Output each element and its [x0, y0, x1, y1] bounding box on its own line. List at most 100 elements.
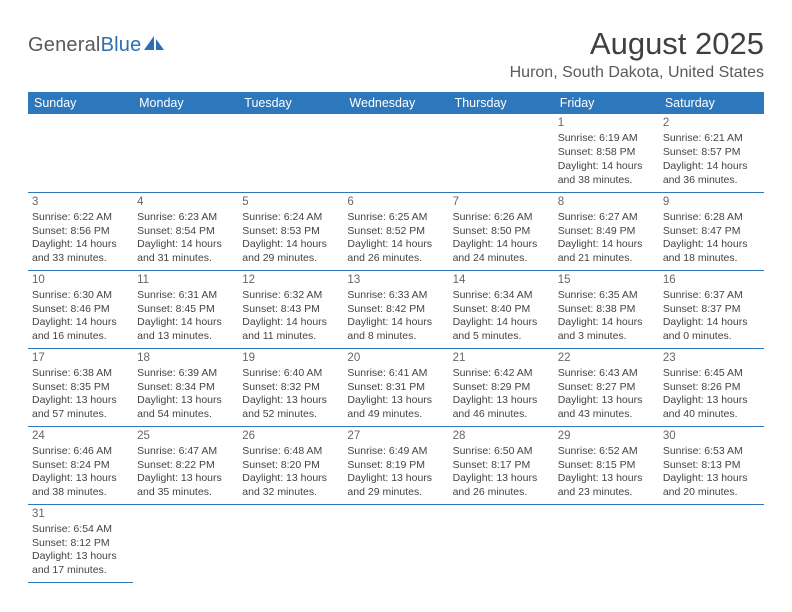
sunset-text: Sunset: 8:19 PM [347, 459, 444, 473]
brand-name-blue: Blue [101, 34, 142, 56]
calendar-day-cell: 22Sunrise: 6:43 AMSunset: 8:27 PMDayligh… [554, 348, 659, 426]
location-text: Huron, South Dakota, United States [510, 64, 764, 82]
brand-logo: GeneralBlue [28, 34, 167, 57]
daylight-text: Daylight: 14 hours and 31 minutes. [137, 238, 234, 266]
sunset-text: Sunset: 8:37 PM [663, 303, 760, 317]
sunset-text: Sunset: 8:43 PM [242, 303, 339, 317]
sunset-text: Sunset: 8:56 PM [32, 225, 129, 239]
daylight-text: Daylight: 14 hours and 5 minutes. [453, 316, 550, 344]
calendar-week-row: 3Sunrise: 6:22 AMSunset: 8:56 PMDaylight… [28, 192, 764, 270]
daylight-text: Daylight: 13 hours and 23 minutes. [558, 472, 655, 500]
day-number: 16 [663, 273, 760, 288]
sunset-text: Sunset: 8:24 PM [32, 459, 129, 473]
sunrise-text: Sunrise: 6:49 AM [347, 445, 444, 459]
calendar-day-cell: 21Sunrise: 6:42 AMSunset: 8:29 PMDayligh… [449, 348, 554, 426]
daylight-text: Daylight: 13 hours and 49 minutes. [347, 394, 444, 422]
sunrise-text: Sunrise: 6:27 AM [558, 211, 655, 225]
calendar-empty-cell [554, 504, 659, 582]
calendar-week-row: 10Sunrise: 6:30 AMSunset: 8:46 PMDayligh… [28, 270, 764, 348]
daylight-text: Daylight: 13 hours and 26 minutes. [453, 472, 550, 500]
day-number: 22 [558, 351, 655, 366]
calendar-empty-cell [449, 114, 554, 192]
sunrise-text: Sunrise: 6:23 AM [137, 211, 234, 225]
daylight-text: Daylight: 13 hours and 20 minutes. [663, 472, 760, 500]
calendar-week-row: 31Sunrise: 6:54 AMSunset: 8:12 PMDayligh… [28, 504, 764, 582]
sunrise-text: Sunrise: 6:31 AM [137, 289, 234, 303]
day-number: 11 [137, 273, 234, 288]
sunset-text: Sunset: 8:20 PM [242, 459, 339, 473]
sunset-text: Sunset: 8:42 PM [347, 303, 444, 317]
sunrise-text: Sunrise: 6:34 AM [453, 289, 550, 303]
sunrise-text: Sunrise: 6:26 AM [453, 211, 550, 225]
sunrise-text: Sunrise: 6:50 AM [453, 445, 550, 459]
day-number: 19 [242, 351, 339, 366]
brand-name-gray: General [28, 34, 101, 56]
day-number: 23 [663, 351, 760, 366]
calendar-week-row: 17Sunrise: 6:38 AMSunset: 8:35 PMDayligh… [28, 348, 764, 426]
sunset-text: Sunset: 8:57 PM [663, 146, 760, 160]
calendar-empty-cell [659, 504, 764, 582]
sunrise-text: Sunrise: 6:47 AM [137, 445, 234, 459]
sunrise-text: Sunrise: 6:28 AM [663, 211, 760, 225]
sunrise-text: Sunrise: 6:32 AM [242, 289, 339, 303]
sunrise-text: Sunrise: 6:37 AM [663, 289, 760, 303]
sunrise-text: Sunrise: 6:24 AM [242, 211, 339, 225]
calendar-day-cell: 14Sunrise: 6:34 AMSunset: 8:40 PMDayligh… [449, 270, 554, 348]
calendar-day-cell: 18Sunrise: 6:39 AMSunset: 8:34 PMDayligh… [133, 348, 238, 426]
sunset-text: Sunset: 8:12 PM [32, 537, 129, 551]
day-number: 14 [453, 273, 550, 288]
weekday-header: Tuesday [238, 92, 343, 114]
daylight-text: Daylight: 14 hours and 33 minutes. [32, 238, 129, 266]
daylight-text: Daylight: 14 hours and 3 minutes. [558, 316, 655, 344]
daylight-text: Daylight: 14 hours and 16 minutes. [32, 316, 129, 344]
daylight-text: Daylight: 14 hours and 13 minutes. [137, 316, 234, 344]
calendar-week-row: 24Sunrise: 6:46 AMSunset: 8:24 PMDayligh… [28, 426, 764, 504]
day-number: 1 [558, 116, 655, 131]
calendar-day-cell: 12Sunrise: 6:32 AMSunset: 8:43 PMDayligh… [238, 270, 343, 348]
calendar-table: SundayMondayTuesdayWednesdayThursdayFrid… [28, 92, 764, 583]
daylight-text: Daylight: 13 hours and 32 minutes. [242, 472, 339, 500]
daylight-text: Daylight: 13 hours and 40 minutes. [663, 394, 760, 422]
day-number: 27 [347, 429, 444, 444]
calendar-day-cell: 3Sunrise: 6:22 AMSunset: 8:56 PMDaylight… [28, 192, 133, 270]
day-number: 5 [242, 195, 339, 210]
daylight-text: Daylight: 14 hours and 8 minutes. [347, 316, 444, 344]
sunset-text: Sunset: 8:47 PM [663, 225, 760, 239]
calendar-day-cell: 9Sunrise: 6:28 AMSunset: 8:47 PMDaylight… [659, 192, 764, 270]
day-number: 29 [558, 429, 655, 444]
calendar-day-cell: 26Sunrise: 6:48 AMSunset: 8:20 PMDayligh… [238, 426, 343, 504]
sunset-text: Sunset: 8:22 PM [137, 459, 234, 473]
sunrise-text: Sunrise: 6:53 AM [663, 445, 760, 459]
daylight-text: Daylight: 14 hours and 0 minutes. [663, 316, 760, 344]
day-number: 30 [663, 429, 760, 444]
sunset-text: Sunset: 8:46 PM [32, 303, 129, 317]
sunrise-text: Sunrise: 6:52 AM [558, 445, 655, 459]
day-number: 13 [347, 273, 444, 288]
weekday-header: Thursday [449, 92, 554, 114]
sunset-text: Sunset: 8:49 PM [558, 225, 655, 239]
weekday-header: Saturday [659, 92, 764, 114]
daylight-text: Daylight: 14 hours and 29 minutes. [242, 238, 339, 266]
daylight-text: Daylight: 13 hours and 35 minutes. [137, 472, 234, 500]
sunset-text: Sunset: 8:26 PM [663, 381, 760, 395]
sunrise-text: Sunrise: 6:41 AM [347, 367, 444, 381]
day-number: 24 [32, 429, 129, 444]
day-number: 8 [558, 195, 655, 210]
sunrise-text: Sunrise: 6:39 AM [137, 367, 234, 381]
calendar-day-cell: 11Sunrise: 6:31 AMSunset: 8:45 PMDayligh… [133, 270, 238, 348]
calendar-empty-cell [343, 504, 448, 582]
sunset-text: Sunset: 8:52 PM [347, 225, 444, 239]
sunrise-text: Sunrise: 6:43 AM [558, 367, 655, 381]
day-number: 15 [558, 273, 655, 288]
calendar-empty-cell [133, 114, 238, 192]
calendar-day-cell: 30Sunrise: 6:53 AMSunset: 8:13 PMDayligh… [659, 426, 764, 504]
sunrise-text: Sunrise: 6:35 AM [558, 289, 655, 303]
calendar-header-row: SundayMondayTuesdayWednesdayThursdayFrid… [28, 92, 764, 114]
calendar-day-cell: 17Sunrise: 6:38 AMSunset: 8:35 PMDayligh… [28, 348, 133, 426]
daylight-text: Daylight: 13 hours and 17 minutes. [32, 550, 129, 578]
day-number: 20 [347, 351, 444, 366]
day-number: 4 [137, 195, 234, 210]
day-number: 21 [453, 351, 550, 366]
weekday-header: Friday [554, 92, 659, 114]
calendar-body: 1Sunrise: 6:19 AMSunset: 8:58 PMDaylight… [28, 114, 764, 582]
